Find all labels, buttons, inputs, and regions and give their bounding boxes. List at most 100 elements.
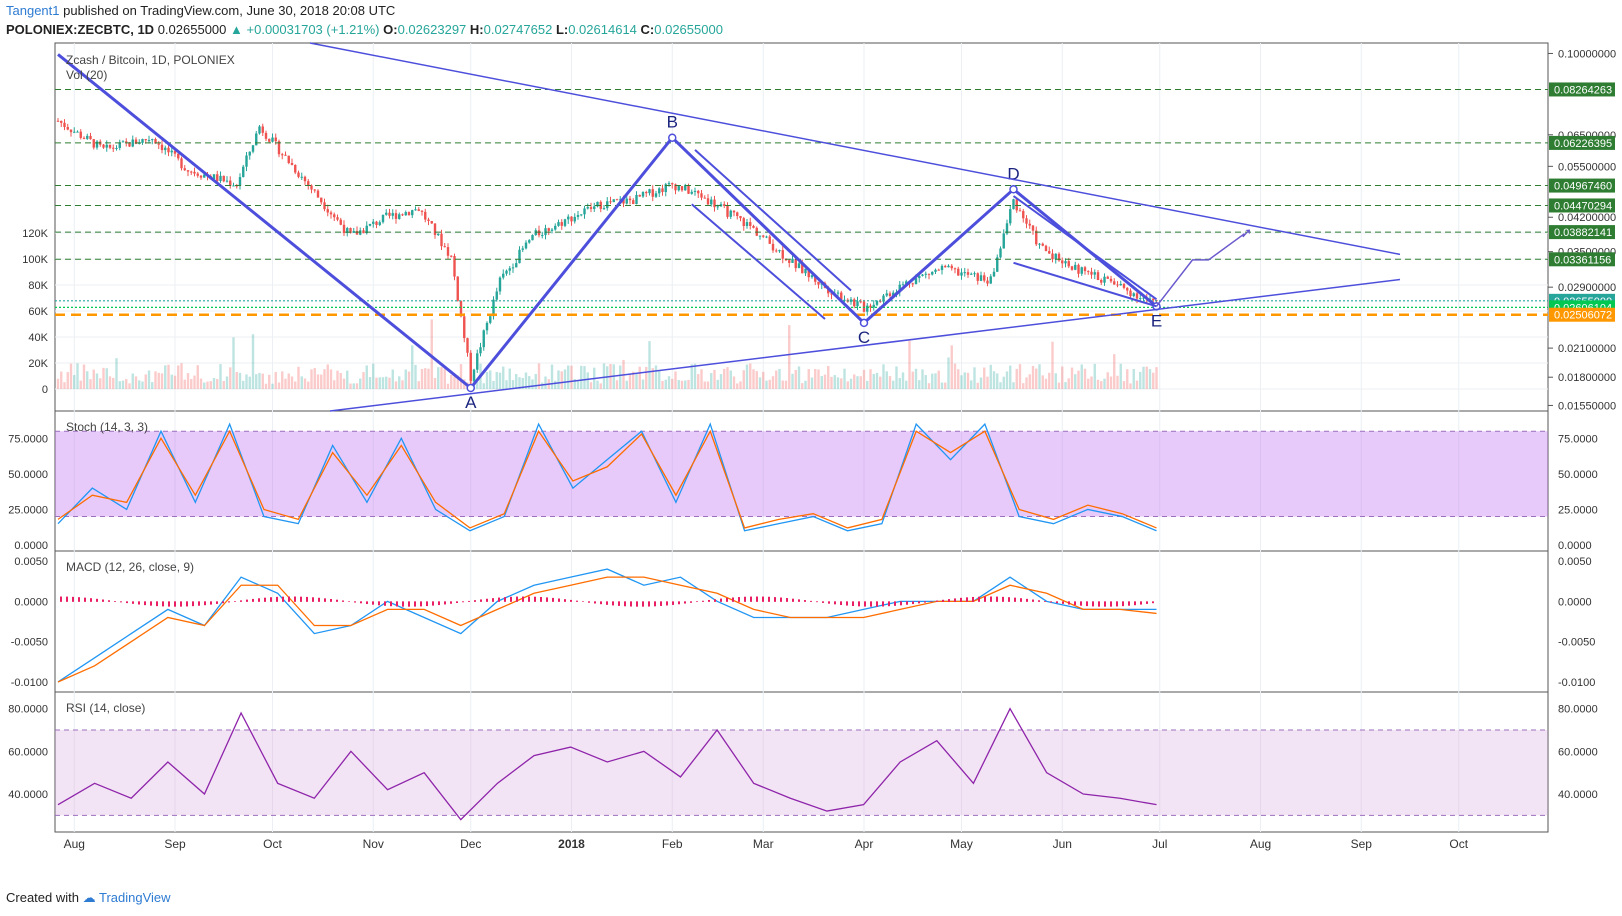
volume-bar (794, 369, 797, 389)
horizontal-levels (55, 88, 1548, 316)
candle-body (115, 147, 118, 149)
candle-body (212, 174, 216, 180)
candle-body (82, 137, 86, 139)
candle-body (287, 155, 290, 163)
macd-histogram-bar (594, 601, 596, 604)
x-tick-label: Nov (363, 837, 384, 851)
macd-histogram-bar (72, 596, 74, 602)
volume-bar (508, 368, 511, 389)
volume-bar (440, 367, 443, 389)
volume-bar (66, 372, 69, 389)
macd-histogram-bar (270, 597, 272, 602)
volume-bar (375, 377, 378, 389)
volume-bar (924, 375, 927, 389)
author-link[interactable]: Tangent1 (6, 3, 60, 18)
candle-body (918, 275, 921, 279)
stoch-title: Stoch (14, 3, 3) (66, 420, 148, 434)
candle-body (1093, 272, 1096, 275)
candle-body (177, 153, 180, 159)
candle-body (333, 214, 336, 218)
candle-body (801, 263, 804, 274)
candle-body (378, 222, 381, 225)
candle-body (690, 191, 693, 194)
macd-histogram-bar (990, 596, 992, 602)
rsi-tick-right: 60.0000 (1558, 746, 1598, 758)
candle-body (258, 126, 261, 134)
macd-histogram-bar (774, 597, 776, 602)
tradingview-link[interactable]: TradingView (99, 890, 171, 905)
volume-bar (937, 370, 940, 389)
candle-body (190, 171, 193, 173)
candle-body (612, 199, 615, 203)
macd-histogram-bar (120, 601, 122, 603)
candle-body (255, 133, 258, 146)
volume-bar (690, 364, 693, 389)
macd-histogram-bar (822, 601, 824, 603)
macd-histogram-bar (1068, 601, 1070, 605)
candle-body (563, 219, 567, 226)
candle-body (710, 199, 713, 205)
volume-bar (365, 365, 368, 389)
x-tick-label: Oct (1449, 837, 1468, 851)
candle-body (576, 215, 580, 217)
candle-body (794, 258, 797, 269)
macd-histogram-bar (1032, 599, 1034, 602)
candle-body (394, 213, 398, 219)
macd-histogram-bar (762, 596, 764, 602)
price-tick-label: 0.02900000 (1558, 282, 1616, 294)
volume-bar (398, 376, 401, 389)
wedge-upper (1012, 195, 1158, 301)
volume-bar (450, 374, 453, 389)
macd-histogram-bar (600, 601, 602, 605)
candle-body (329, 212, 333, 215)
candle-body (749, 222, 752, 226)
macd-histogram-bar (606, 601, 608, 605)
macd-histogram-bar (576, 600, 578, 602)
volume-bar (719, 374, 723, 389)
volume-bar (1057, 382, 1061, 389)
leg-into-a (57, 53, 472, 390)
volume-bar (1077, 370, 1080, 389)
volume-bar (456, 375, 459, 389)
macd-histogram-bar (1116, 601, 1118, 607)
candle-body (339, 219, 342, 225)
volume-bar (641, 379, 645, 389)
volume-bar (768, 379, 771, 389)
candle-body (989, 276, 992, 284)
pattern-point (1009, 185, 1018, 194)
candle-body (196, 173, 199, 176)
level-tag (1549, 252, 1615, 267)
candle-body (983, 275, 986, 281)
volume-bar (833, 375, 836, 389)
stoch-tick-right: 0.0000 (1558, 540, 1592, 552)
macd-histogram-bar (126, 601, 128, 604)
candle-body (872, 304, 875, 308)
level-tag (1549, 225, 1615, 240)
macd-histogram-bar (186, 601, 188, 607)
price-tick-label: 0.01550000 (1558, 400, 1616, 412)
volume-bar (1009, 365, 1012, 389)
volume-bar (115, 358, 118, 389)
change-up-icon: ▲ (230, 22, 243, 37)
volume-bar (203, 382, 206, 389)
candle-body (222, 175, 225, 182)
candle-body (352, 230, 355, 233)
candle-body (248, 151, 251, 156)
macd-histogram-bar (420, 601, 422, 607)
volume-bar (758, 377, 762, 389)
candle-body (944, 265, 947, 268)
volume-bar (151, 382, 154, 389)
candle-body (797, 263, 801, 269)
candle-body (411, 210, 414, 216)
macd-histogram-bar (1074, 601, 1076, 606)
candle-body (1083, 267, 1087, 272)
volume-bar (752, 369, 755, 389)
macd-histogram-bar (744, 596, 746, 602)
macd-histogram-bar (414, 601, 416, 607)
volume-bar (1090, 376, 1093, 389)
candle-body (261, 126, 264, 133)
macd-histogram-bar (768, 596, 770, 602)
macd-histogram-bar (402, 601, 404, 607)
price-tag (1549, 307, 1615, 322)
